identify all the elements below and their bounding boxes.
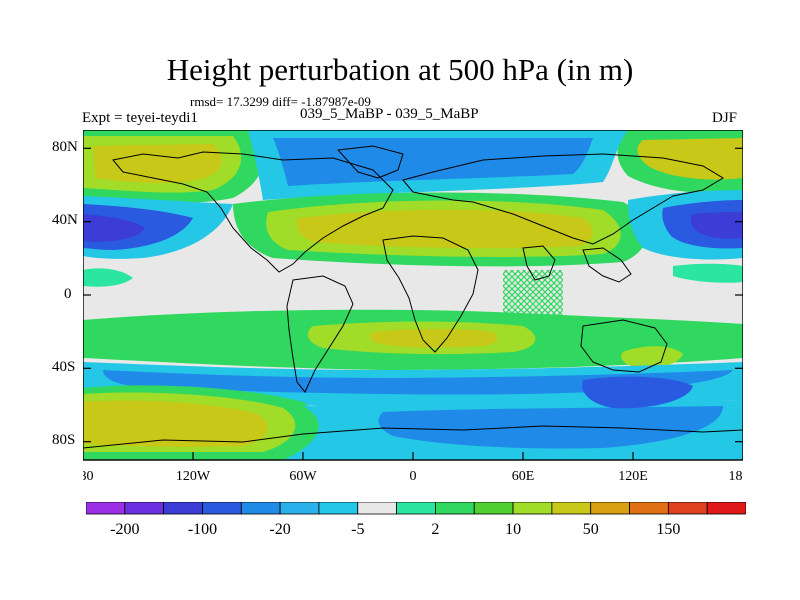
x-tick-label-60e: 60E [512, 469, 535, 484]
colorbar-box [706, 502, 746, 515]
south-pole-positive-west-max [83, 400, 268, 447]
x-tick-label-180e: 180 [729, 469, 744, 484]
plot-title: Height perturbation at 500 hPa (in m) [166, 52, 634, 87]
colorbar-box [629, 502, 669, 515]
hatched-region [503, 270, 563, 320]
period-label: 039_5_MaBP - 039_5_MaBP [300, 106, 479, 122]
south-negative-band-inner [103, 370, 733, 395]
y-tick-label-80n: 80N [52, 139, 78, 155]
colorbar-label-2: 2 [431, 521, 439, 538]
colorbar-label-m100: -100 [188, 521, 217, 538]
north-positive-right-core [637, 138, 743, 180]
colorbar-label-10: 10 [505, 521, 521, 538]
y-tick-marks [83, 147, 743, 443]
colorbar-box [163, 502, 203, 515]
tropical-positive-east [673, 263, 743, 283]
coastlines [83, 145, 743, 449]
contour-field [83, 130, 743, 460]
midlat-positive-max [296, 209, 593, 249]
colorbar-box [667, 502, 708, 515]
south-positive-small [621, 346, 683, 368]
stats-label: rmsd= 17.3299 diff= -1.87987e-09 [190, 94, 371, 109]
colorbar: -200 -100 -20 -5 2 10 50 150 [86, 502, 746, 538]
y-tick-label-0: 0 [64, 286, 72, 302]
colorbar-box [240, 502, 281, 515]
colorbar-box [396, 502, 436, 515]
colorbar-box [86, 502, 126, 515]
y-tick-label-40s: 40S [52, 359, 76, 375]
x-tick-label-120w: 120W [176, 469, 211, 484]
colorbar-label-m200: -200 [110, 521, 139, 538]
colorbar-box [124, 502, 165, 515]
x-tick-label-120e: 120E [618, 469, 648, 484]
colorbar-box [357, 502, 397, 515]
colorbar-box [473, 502, 514, 515]
colorbar-box [279, 502, 320, 515]
north-positive-left-max [93, 144, 222, 184]
south-pole-negative-east-inner [378, 406, 723, 449]
colorbar-label-m5: -5 [351, 521, 364, 538]
map-plot: 180 120W 60W 0 60E 120E 180 [83, 130, 744, 484]
negative-lobe-east-core [690, 212, 743, 239]
colorbar-box [318, 502, 359, 515]
x-tick-label-60w: 60W [289, 469, 317, 484]
colorbar-box [551, 502, 592, 515]
south-positive-band-max [370, 329, 498, 348]
colorbar-label-m20: -20 [269, 521, 290, 538]
x-tick-marks [83, 452, 743, 460]
colorbar-label-150: 150 [656, 521, 680, 538]
colorbar-label-50: 50 [583, 521, 599, 538]
tropical-positive-west [83, 268, 133, 287]
y-tick-label-40n: 40N [52, 212, 78, 228]
x-tick-label-180w: 180 [83, 469, 94, 484]
y-tick-label-80s: 80S [52, 432, 76, 448]
south-pole-negative-east-core [582, 376, 693, 409]
experiment-label: Expt = teyei-teydi1 [82, 110, 198, 126]
x-tick-label-0: 0 [410, 469, 417, 484]
season-label: DJF [712, 110, 738, 126]
colorbar-boxes [86, 502, 746, 515]
colorbar-box [435, 502, 475, 515]
negative-lobe-west-core [83, 214, 145, 242]
colorbar-box [590, 502, 630, 515]
colorbar-box [202, 502, 242, 515]
north-negative-center-inner [273, 138, 593, 186]
colorbar-box [512, 502, 553, 515]
